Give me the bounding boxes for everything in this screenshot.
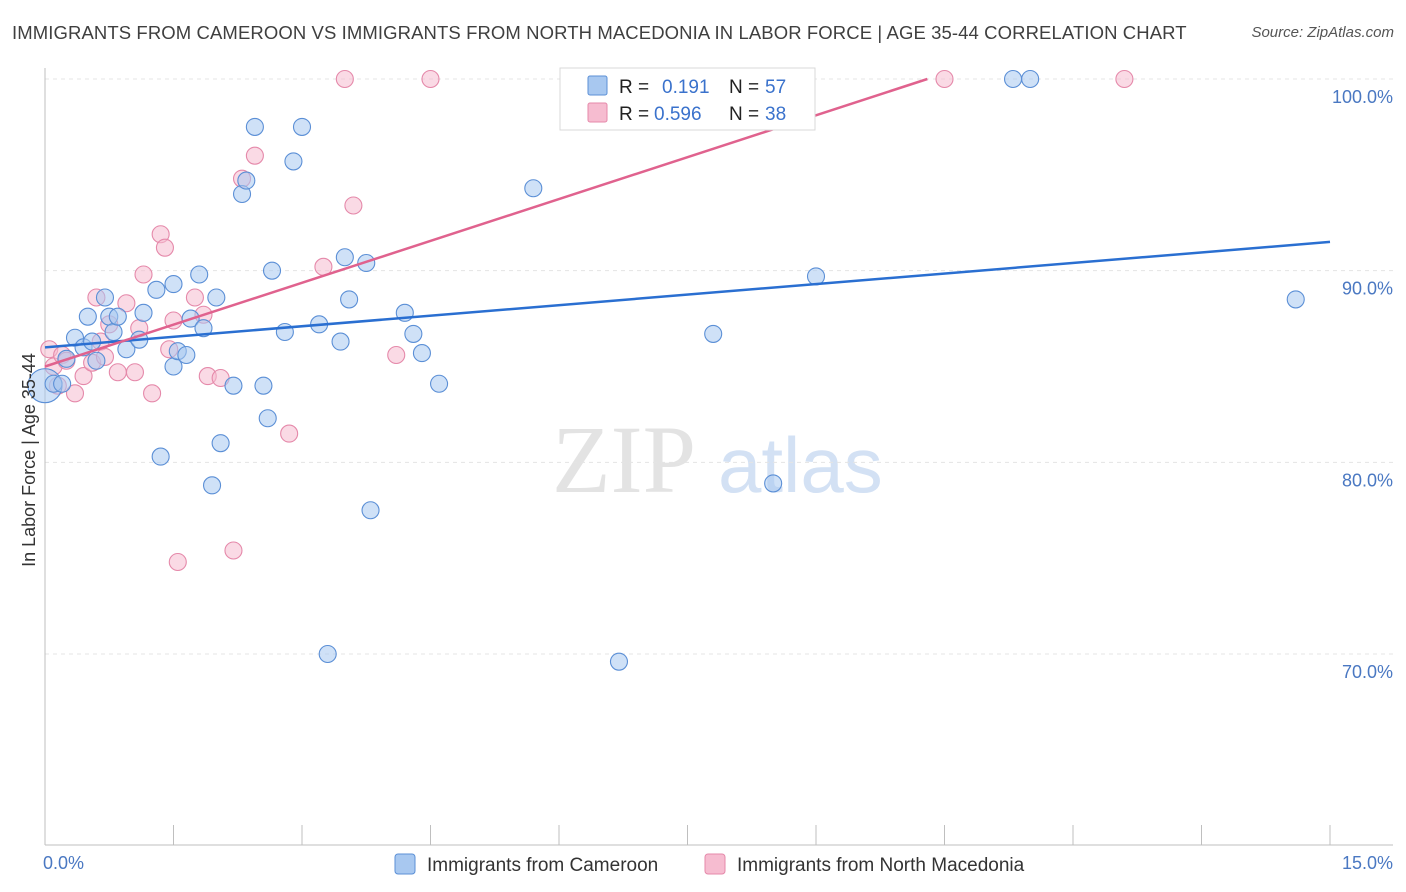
point-cameroon <box>292 117 312 136</box>
point-cameroon <box>318 644 337 664</box>
point-north-macedonia <box>245 146 264 165</box>
y-axis-label: In Labor Force | Age 35-44 <box>19 353 39 567</box>
point-cameroon <box>207 288 226 307</box>
point-cameroon <box>104 322 123 342</box>
point-north-macedonia <box>421 69 440 89</box>
point-cameroon <box>245 117 264 136</box>
point-north-macedonia <box>117 294 136 313</box>
point-cameroon <box>203 476 222 495</box>
point-cameroon <box>1003 69 1023 89</box>
point-north-macedonia <box>280 424 299 443</box>
point-cameroon <box>335 248 354 267</box>
point-cameroon <box>609 652 629 671</box>
point-north-macedonia <box>224 541 243 560</box>
point-cameroon <box>211 434 230 453</box>
point-north-macedonia <box>935 69 954 89</box>
point-cameroon <box>412 344 431 363</box>
point-cameroon <box>331 332 350 351</box>
point-north-macedonia <box>108 363 127 382</box>
legend-r-value-0: 0.191 <box>662 77 710 98</box>
point-cameroon <box>190 265 209 284</box>
point-cameroon <box>430 374 449 393</box>
point-north-macedonia <box>125 363 144 382</box>
point-cameroon <box>764 474 783 493</box>
y-tick-label: 70.0% <box>1342 662 1393 682</box>
point-cameroon <box>151 447 170 466</box>
legend-n-label-1: N = <box>729 104 759 125</box>
point-north-macedonia <box>387 345 406 365</box>
point-north-macedonia <box>155 238 174 257</box>
bottom-legend-swatch-north-macedonia <box>704 853 726 875</box>
point-cameroon <box>134 303 153 322</box>
point-cameroon <box>87 351 106 370</box>
point-cameroon <box>404 324 423 343</box>
point-north-macedonia <box>344 196 363 215</box>
legend-r-value-1: 0.596 <box>654 104 702 125</box>
watermark-zip: ZIP <box>552 406 696 513</box>
legend-n-value-1: 38 <box>765 104 786 125</box>
legend-n-value-0: 57 <box>765 77 786 98</box>
point-north-macedonia <box>143 384 162 403</box>
watermark-atlas: atlas <box>718 421 883 509</box>
point-cameroon <box>164 275 183 294</box>
point-north-macedonia <box>1115 69 1134 89</box>
y-tick-label: 80.0% <box>1342 470 1393 490</box>
point-cameroon <box>78 307 97 326</box>
point-cameroon <box>1286 290 1305 309</box>
point-cameroon <box>53 374 72 393</box>
axes <box>44 68 1393 846</box>
trend-line-cameroon <box>44 240 1331 349</box>
bottom-legend-label-cameroon: Immigrants from Cameroon <box>427 855 658 876</box>
point-cameroon <box>704 324 723 343</box>
y-tick-label: 100.0% <box>1332 87 1393 107</box>
legend-r-label-0: R = <box>619 77 649 98</box>
point-north-macedonia <box>134 265 153 284</box>
point-cameroon <box>224 376 243 395</box>
legend-n-label-0: N = <box>729 77 759 98</box>
watermark: ZIP atlas <box>552 406 883 513</box>
point-cameroon <box>237 171 256 190</box>
point-cameroon <box>108 307 127 326</box>
x-tick-min: 0.0% <box>43 853 84 873</box>
point-north-macedonia <box>185 288 204 307</box>
point-cameroon <box>340 290 359 309</box>
bottom-legend-label-north-macedonia: Immigrants from North Macedonia <box>737 855 1025 876</box>
y-tick-labels: 70.0% 80.0% 90.0% 100.0% <box>1332 87 1393 682</box>
x-tick-max: 15.0% <box>1342 853 1393 873</box>
point-cameroon <box>258 409 277 428</box>
point-cameroon <box>284 152 303 171</box>
point-cameroon <box>147 280 166 299</box>
point-cameroon <box>361 501 380 520</box>
chart-source: Source: ZipAtlas.com <box>1251 24 1394 41</box>
data-points <box>27 69 1305 671</box>
point-cameroon <box>194 319 213 338</box>
point-cameroon <box>83 332 102 351</box>
point-cameroon <box>262 261 282 280</box>
bottom-legend-swatch-cameroon <box>394 853 416 875</box>
point-north-macedonia <box>168 552 187 572</box>
point-north-macedonia <box>335 69 354 89</box>
legend-swatch-north-macedonia <box>587 102 608 123</box>
chart-title: IMMIGRANTS FROM CAMEROON VS IMMIGRANTS F… <box>12 22 1187 43</box>
top-legend: R = 0.191 N = 57 R = 0.596 N = 38 <box>559 67 816 131</box>
point-cameroon <box>1021 69 1040 89</box>
point-north-macedonia <box>74 367 93 386</box>
y-tick-label: 90.0% <box>1342 279 1393 299</box>
legend-r-label-1: R = <box>619 104 649 125</box>
point-cameroon <box>95 288 115 307</box>
point-cameroon <box>254 376 273 395</box>
point-north-macedonia <box>65 384 85 403</box>
point-cameroon <box>177 345 196 365</box>
point-cameroon <box>524 179 543 198</box>
gridlines <box>45 78 1393 655</box>
legend-swatch-cameroon <box>587 75 608 96</box>
bottom-legend: Immigrants from Cameroon Immigrants from… <box>394 853 1025 876</box>
